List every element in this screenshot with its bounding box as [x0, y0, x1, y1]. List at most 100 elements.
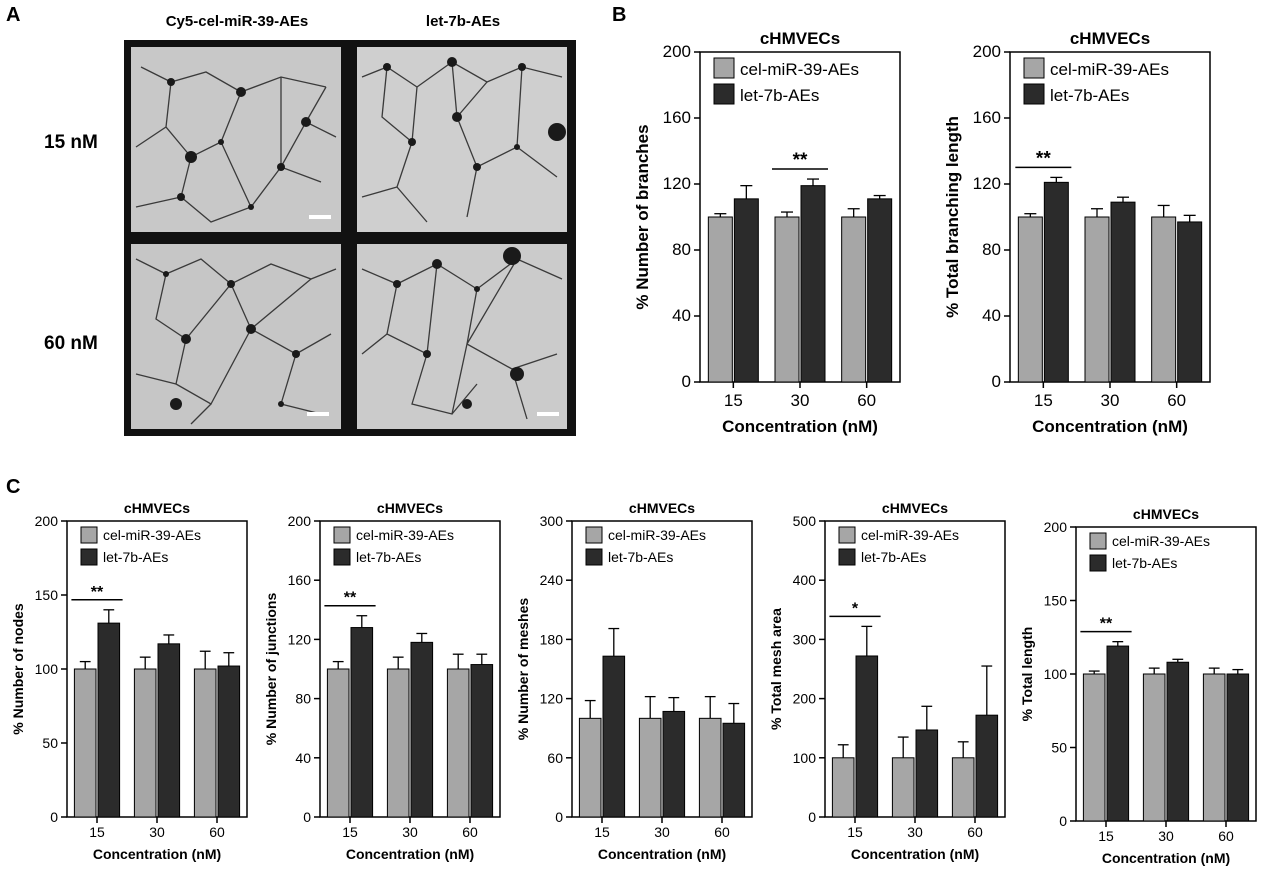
x-tick-label: 30	[654, 824, 670, 840]
bar-cel-miR-39	[1151, 216, 1177, 383]
bar-cel-miR-39	[951, 757, 975, 818]
micrograph-grid	[124, 40, 576, 436]
y-tick-label: 100	[35, 661, 59, 677]
legend-label: cel-miR-39-AEs	[608, 527, 706, 543]
legend-swatch	[585, 548, 603, 566]
x-tick-label: 30	[149, 824, 165, 840]
bar-cel-miR-39	[698, 717, 722, 818]
chart-number-of-junctions: cHMVECs 0 40 80 120 160 200 % Number of junctio…	[263, 500, 501, 862]
legend-swatch	[838, 548, 856, 566]
bar-let-7b	[867, 198, 893, 383]
y-tick-label: 200	[973, 42, 1001, 61]
y-axis-label: % Number of meshes	[515, 598, 531, 741]
chart-title: cHMVECs	[377, 500, 443, 516]
legend-swatch	[1089, 532, 1107, 550]
x-tick-label: 30	[907, 824, 923, 840]
bar-let-7b	[662, 710, 686, 818]
bar-let-7b	[1166, 661, 1190, 822]
bar-let-7b	[410, 641, 434, 818]
x-axis-label: Concentration (nM)	[1032, 417, 1188, 436]
x-tick-label: 15	[594, 824, 610, 840]
y-tick-label: 0	[303, 809, 311, 825]
y-tick-label: 240	[540, 572, 564, 588]
significance-marker: **	[793, 150, 808, 171]
chart-group: cHMVECs 0 40 80 120 160 200 % Number of branche…	[633, 29, 901, 436]
significance-marker: **	[1100, 616, 1113, 633]
y-tick-label: 200	[793, 691, 817, 707]
chart-group: cHMVECs 0 60 120 180 240 300 % Number of meshes…	[515, 500, 753, 862]
chart-total-branching-length: cHMVECs 0 40 80 120 160 200 % Total branching l…	[943, 29, 1211, 436]
micrograph-row-label-60: 60 nM	[44, 333, 98, 354]
significance-marker: **	[1036, 148, 1051, 169]
x-axis-label: Concentration (nM)	[346, 846, 474, 862]
bar-cel-miR-39	[1202, 673, 1226, 822]
y-tick-label: 120	[663, 174, 691, 193]
x-tick-label: 15	[1098, 828, 1114, 844]
bar-let-7b	[733, 198, 759, 383]
micrograph-let-60	[357, 244, 567, 429]
legend-swatch	[333, 548, 351, 566]
y-tick-label: 80	[982, 240, 1001, 259]
chart-group: cHMVECs 0 40 80 120 160 200 % Number of junctio…	[263, 500, 501, 862]
x-tick-label: 60	[1218, 828, 1234, 844]
chart-title: cHMVECs	[629, 500, 695, 516]
y-axis-label: % Number of nodes	[10, 603, 26, 735]
legend-swatch	[80, 548, 98, 566]
x-tick-label: 30	[791, 391, 810, 410]
x-axis-label: Concentration (nM)	[93, 846, 221, 862]
chart-number-of-branches: cHMVECs 0 40 80 120 160 200 % Number of branche…	[633, 29, 901, 436]
y-tick-label: 0	[808, 809, 816, 825]
chart-total-length: cHMVECs 0 50 100 150 200 % Total length 15 ** 30 6…	[1019, 506, 1257, 866]
panel-label-c: C	[6, 476, 21, 498]
bar-cel-miR-39	[326, 668, 350, 818]
y-tick-label: 200	[663, 42, 691, 61]
x-tick-label: 30	[1101, 391, 1120, 410]
legend-swatch	[713, 57, 735, 79]
y-tick-label: 0	[992, 372, 1001, 391]
significance-marker: *	[852, 600, 859, 617]
significance-marker: **	[91, 584, 104, 601]
x-axis-label: Concentration (nM)	[598, 846, 726, 862]
y-axis-label: % Total mesh area	[768, 608, 784, 730]
legend-label: cel-miR-39-AEs	[861, 527, 959, 543]
y-tick-label: 80	[295, 691, 311, 707]
legend-label: let-7b-AEs	[861, 549, 926, 565]
legend-swatch	[838, 526, 856, 544]
bar-cel-miR-39	[638, 717, 662, 818]
chart-title: cHMVECs	[760, 29, 840, 48]
x-tick-label: 15	[342, 824, 358, 840]
x-tick-label: 30	[402, 824, 418, 840]
micrograph-let-15	[357, 47, 567, 232]
legend-label: let-7b-AEs	[740, 86, 819, 105]
y-tick-label: 40	[295, 750, 311, 766]
bar-cel-miR-39	[1017, 216, 1043, 383]
bar-let-7b	[1043, 181, 1069, 383]
bar-cel-miR-39	[774, 216, 800, 383]
y-tick-label: 200	[35, 513, 59, 529]
y-tick-label: 300	[540, 513, 564, 529]
legend-swatch	[585, 526, 603, 544]
y-tick-label: 120	[288, 631, 312, 647]
legend-label: let-7b-AEs	[103, 549, 168, 565]
x-tick-label: 15	[847, 824, 863, 840]
x-axis-label: Concentration (nM)	[851, 846, 979, 862]
y-tick-label: 0	[1059, 813, 1067, 829]
legend-swatch	[1089, 554, 1107, 572]
y-tick-label: 200	[1044, 519, 1068, 535]
y-axis-label: % Total length	[1019, 627, 1035, 722]
legend-swatch	[1023, 83, 1045, 105]
y-tick-label: 40	[982, 306, 1001, 325]
bar-cel-miR-39	[841, 216, 867, 383]
micrograph-column-label-cel: Cy5-cel-miR-39-AEs	[165, 13, 309, 30]
chart-title: cHMVECs	[882, 500, 948, 516]
x-tick-label: 60	[714, 824, 730, 840]
x-tick-label: 60	[1167, 391, 1186, 410]
bar-let-7b	[915, 729, 939, 818]
y-tick-label: 160	[973, 108, 1001, 127]
x-tick-label: 60	[209, 824, 225, 840]
chart-group: cHMVECs 0 40 80 120 160 200 % Total branching l…	[943, 29, 1211, 436]
bar-cel-miR-39	[707, 216, 733, 383]
chart-title: cHMVECs	[1070, 29, 1150, 48]
bar-let-7b	[217, 665, 241, 818]
bar-let-7b	[1226, 673, 1250, 822]
